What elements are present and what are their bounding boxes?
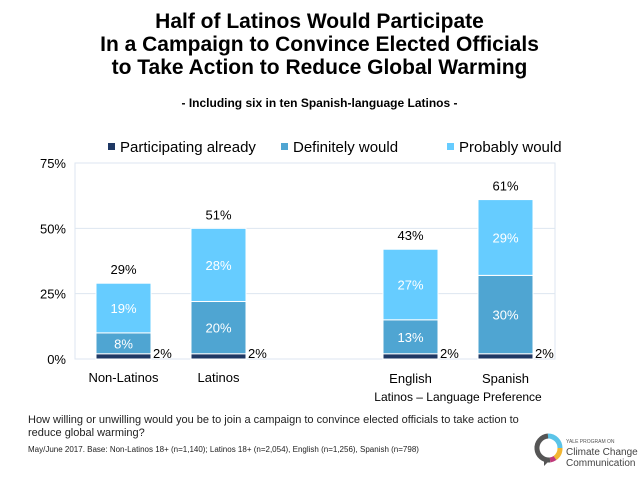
x-tick-label: Latinos [198,370,240,385]
legend-swatch [447,143,454,150]
y-tick-label: 50% [40,221,66,236]
data-label: 28% [205,258,231,273]
y-tick-label: 75% [40,156,66,171]
data-label: 13% [397,330,423,345]
bar-segment [190,227,247,303]
title-line-2: In a Campaign to Convince Elected Offici… [100,33,539,56]
y-tick-label: 25% [40,287,66,302]
ycc-logo-icon [534,433,563,466]
base-note: May/June 2017. Base: Non-Latinos 18+ (n=… [28,445,419,454]
survey-question: How willing or unwilling would you be to… [28,414,519,439]
x-tick-label: Non-Latinos [88,370,159,385]
total-label: 61% [492,179,518,194]
data-label: 30% [492,308,518,323]
bar-segment [95,282,152,334]
bar-segment [382,248,439,321]
bar-segment [477,274,534,355]
title-line-1: Half of Latinos Would Participate [155,10,484,33]
data-label: 20% [205,321,231,336]
bar-segment [477,353,534,360]
legend-label: Probably would [459,139,562,156]
data-label: 2% [535,346,554,361]
logo-line-2: Climate Change [566,447,638,458]
total-label: 51% [205,207,231,222]
y-tick-label: 0% [47,352,66,367]
legend-label: Definitely would [293,139,398,156]
legend-label: Participating already [120,139,256,156]
total-label: 43% [397,228,423,243]
group-label: Latinos – Language Preference [374,390,542,404]
data-label: 2% [248,346,267,361]
bar-segment [382,319,439,355]
title-line-3: to Take Action to Reduce Global Warming [111,56,528,79]
bar-segment [190,353,247,360]
logo-line-3: Communication [566,458,636,469]
x-tick-label: English [389,371,432,386]
ycc-logo-text: YALE PROGRAM ON Climate Change Communica… [566,438,638,469]
x-tick-label: Spanish [482,371,529,386]
data-label: 27% [397,278,423,293]
bar-segment [382,353,439,360]
data-label: 8% [114,336,133,351]
chart-title: Half of Latinos Would Participate In a C… [0,10,639,79]
legend-swatch [281,143,288,150]
data-label: 2% [440,346,459,361]
logo-line-1: YALE PROGRAM ON [566,439,615,445]
chart-subtitle: - Including six in ten Spanish-language … [181,96,458,110]
data-label: 19% [110,301,136,316]
stacked-bar-chart: 0% 25% 50% 75% Participating already Definite… [40,139,562,404]
total-label: 29% [110,262,136,277]
data-label: 29% [492,230,518,245]
bar-segment [190,301,247,355]
legend-swatch [108,143,115,150]
bar-segment [95,353,152,360]
data-label: 2% [153,346,172,361]
bar-segment [477,199,534,276]
